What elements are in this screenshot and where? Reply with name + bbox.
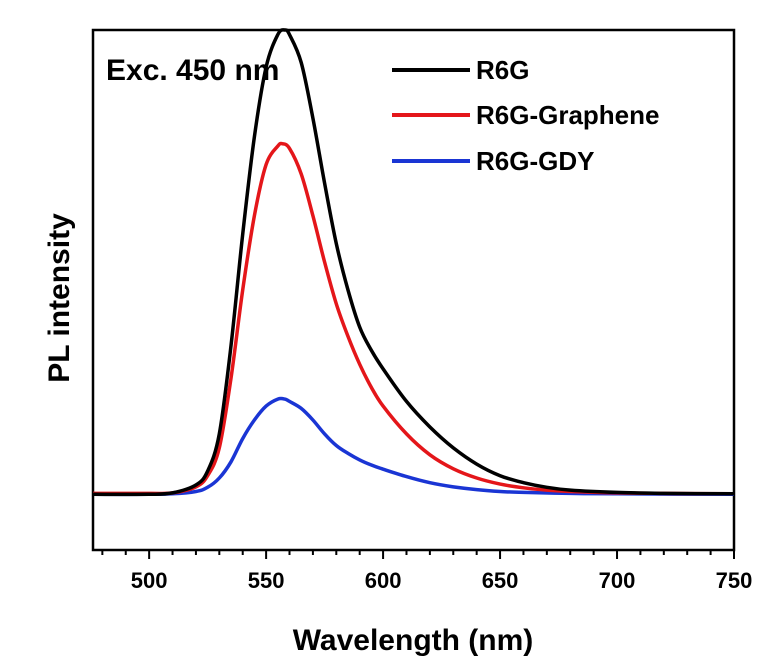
x-tick-label: 650 (482, 568, 519, 593)
excitation-annotation: Exc. 450 nm (106, 54, 279, 87)
series-lines (92, 28, 735, 497)
x-tick-label: 700 (599, 568, 636, 593)
series-line-r6g (92, 28, 735, 497)
series-line-r6g-gdy (92, 396, 735, 497)
x-tick-label: 500 (131, 568, 168, 593)
series-line-r6g-graphene (93, 141, 735, 496)
x-axis-ticks (101, 550, 735, 559)
x-tick-label: 600 (365, 568, 402, 593)
y-axis-title: PL intensity (43, 213, 76, 383)
x-axis-title: Wavelength (nm) (293, 624, 534, 657)
x-tick-label: 550 (248, 568, 285, 593)
legend-label-r6g: R6G (476, 55, 529, 85)
x-axis-tick-labels: 500 550 600 650 700 750 (131, 568, 753, 593)
plot-frame (91, 28, 736, 552)
x-tick-label: 750 (716, 568, 753, 593)
legend: R6G R6G-Graphene R6G-GDY (392, 55, 660, 176)
legend-label-r6g-gdy: R6G-GDY (476, 146, 594, 176)
legend-label-r6g-graphene: R6G-Graphene (476, 100, 660, 130)
